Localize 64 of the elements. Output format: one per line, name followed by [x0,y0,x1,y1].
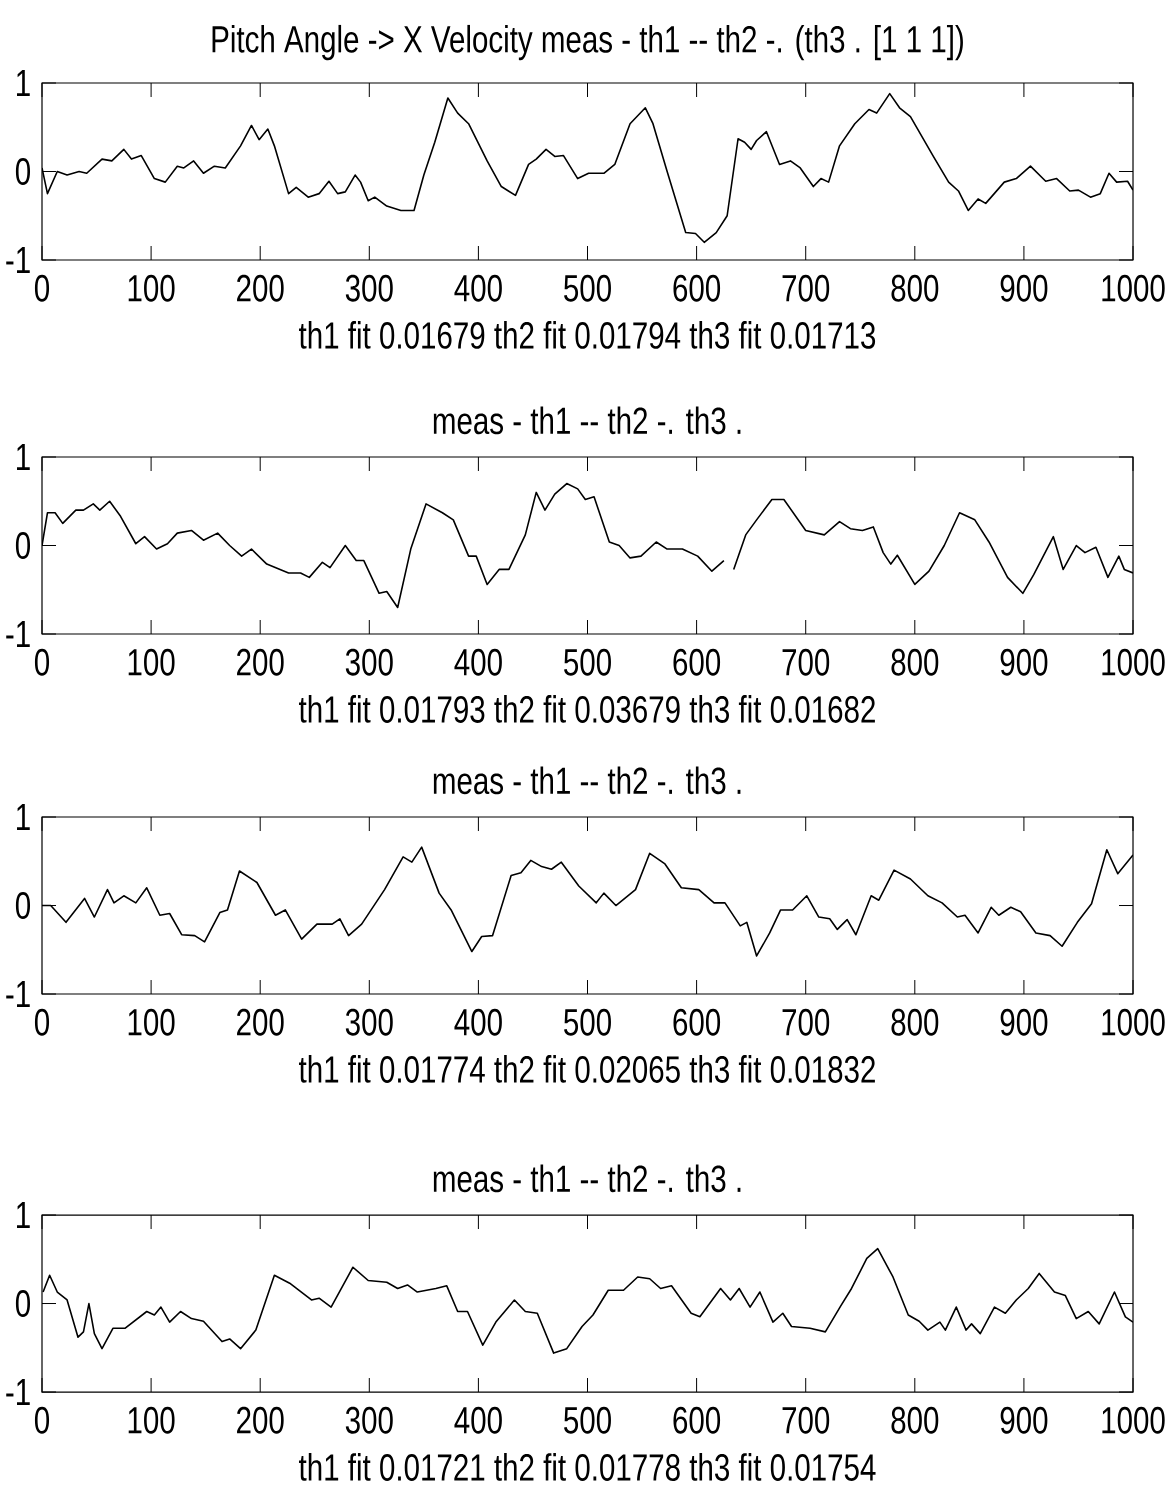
x-tick-label: 500 [564,648,611,676]
x-tick-label: 700 [782,1008,830,1036]
y-tick-label: 1 [17,69,30,97]
x-tick-label: 400 [454,648,502,676]
y-tick-label: -1 [6,620,30,648]
x-tick-label: 800 [891,1406,939,1434]
y-tick-label: -1 [6,981,30,1008]
x-tick-label: 800 [891,274,939,302]
x-axis-title: th1 fit 0.01721 th2 fit 0.01778 th3 fit 0.01754 [299,1453,876,1481]
x-tick-label: 600 [673,648,721,676]
x-tick-label: 100 [128,648,175,676]
y-tick-label: 0 [15,1290,31,1317]
x-tick-label: 900 [1000,1406,1048,1434]
x-tick-label: 200 [237,1008,284,1036]
x-tick-label: 300 [345,274,393,302]
x-tick-label: 900 [1000,1008,1048,1036]
chart-title: Pitch Angle -> X Velocity meas - th1 -- th2 -. (th3 . [1 1 1]) [212,24,963,61]
x-tick-label: 700 [782,1406,830,1434]
x-tick-label: 500 [564,1008,611,1036]
x-tick-label: 1000 [1102,648,1165,676]
y-tick-label: 0 [15,532,31,559]
x-tick-label: 0 [34,648,50,676]
x-tick-label: 200 [237,274,284,302]
x-tick-label: 0 [34,1406,50,1434]
x-tick-label: 1000 [1102,1008,1165,1036]
x-axis-title: th1 fit 0.01774 th2 fit 0.02065 th3 fit 0.01832 [299,1055,875,1083]
x-tick-label: 600 [673,1008,721,1036]
x-tick-label: 800 [891,648,939,676]
x-axis-title: th1 fit 0.01679 th2 fit 0.01794 th3 fit 0.01713 [299,321,876,349]
x-axis-title: th1 fit 0.01793 th2 fit 0.03679 th3 fit 0.01682 [299,695,875,723]
x-tick-label: 0 [34,1008,50,1036]
y-tick-label: 1 [17,804,30,831]
x-tick-label: 400 [454,1406,502,1434]
x-tick-label: 300 [345,1406,393,1434]
x-tick-label: 900 [1000,648,1048,676]
x-tick-label: 400 [454,274,502,302]
x-tick-label: 200 [237,1406,284,1434]
x-tick-label: 600 [673,1406,721,1434]
x-tick-label: 700 [782,274,830,302]
chart-title: meas - th1 -- th2 -. th3 . [433,1164,741,1193]
y-tick-label: 0 [15,158,31,185]
x-tick-label: 200 [237,648,284,676]
x-tick-label: 1000 [1102,274,1165,302]
x-tick-label: 300 [345,1008,393,1036]
chart-title: meas - th1 -- th2 -. th3 . [433,406,741,435]
x-tick-label: 400 [454,1008,502,1036]
x-tick-label: 0 [34,274,50,302]
y-tick-label: -1 [6,1379,30,1406]
x-tick-label: 900 [1000,274,1048,302]
y-tick-label: 1 [17,443,30,471]
y-tick-label: -1 [6,246,30,274]
x-tick-label: 500 [564,1406,611,1434]
x-tick-label: 700 [782,648,830,676]
y-tick-label: 1 [17,1202,30,1229]
x-tick-label: 800 [891,1008,939,1036]
chart-title: meas - th1 -- th2 -. th3 . [433,766,741,795]
x-tick-label: 100 [128,1008,175,1036]
x-tick-label: 1000 [1102,1406,1165,1434]
y-tick-label: 0 [15,892,31,919]
x-tick-label: 300 [345,648,393,676]
x-tick-label: 100 [128,1406,175,1434]
x-tick-label: 100 [128,274,175,302]
x-tick-label: 600 [673,274,721,302]
x-tick-label: 500 [564,274,611,302]
